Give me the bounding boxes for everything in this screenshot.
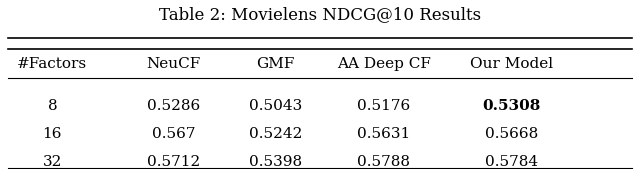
Text: 0.5631: 0.5631 bbox=[357, 127, 410, 141]
Text: 0.5712: 0.5712 bbox=[147, 155, 200, 168]
Text: 0.567: 0.567 bbox=[152, 127, 195, 141]
Text: 8: 8 bbox=[47, 99, 57, 113]
Text: 0.5784: 0.5784 bbox=[484, 155, 538, 168]
Text: 32: 32 bbox=[43, 155, 62, 168]
Text: NeuCF: NeuCF bbox=[147, 57, 200, 71]
Text: 0.5286: 0.5286 bbox=[147, 99, 200, 113]
Text: 0.5176: 0.5176 bbox=[357, 99, 410, 113]
Text: Our Model: Our Model bbox=[470, 57, 553, 71]
Text: 0.5242: 0.5242 bbox=[249, 127, 302, 141]
Text: 16: 16 bbox=[43, 127, 62, 141]
Text: Table 2: Movielens NDCG@10 Results: Table 2: Movielens NDCG@10 Results bbox=[159, 6, 481, 23]
Text: AA Deep CF: AA Deep CF bbox=[337, 57, 431, 71]
Text: 0.5398: 0.5398 bbox=[249, 155, 302, 168]
Text: 0.5308: 0.5308 bbox=[482, 99, 540, 113]
Text: 0.5668: 0.5668 bbox=[484, 127, 538, 141]
Text: 0.5043: 0.5043 bbox=[249, 99, 302, 113]
Text: #Factors: #Factors bbox=[17, 57, 88, 71]
Text: 0.5788: 0.5788 bbox=[357, 155, 410, 168]
Text: GMF: GMF bbox=[256, 57, 294, 71]
